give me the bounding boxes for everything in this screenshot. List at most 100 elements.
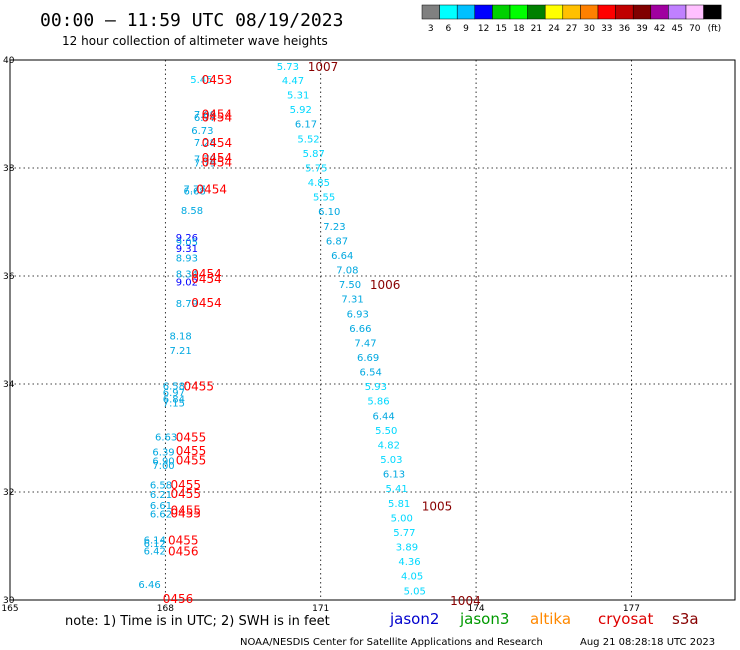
swh-value-label: 6.58 (163, 382, 185, 393)
swh-value-label: 6.68 (183, 187, 205, 198)
swh-value-label: 7.77 (183, 185, 205, 196)
colorbar-swatch (632, 4, 652, 20)
colorbar-label: 39 (636, 24, 648, 34)
swh-value-label: 6.64 (331, 251, 353, 262)
time-label: 1007 (308, 60, 339, 74)
swh-value-label: 6.63 (155, 432, 177, 443)
swh-value-label: 5.81 (388, 499, 410, 510)
time-label: 0456 (168, 544, 199, 558)
time-label: 0454 (202, 136, 233, 150)
swh-value-label: 5.00 (391, 513, 413, 524)
swh-value-label: 6.73 (191, 126, 213, 137)
time-label: 0454 (202, 111, 233, 125)
swh-value-label: 8.58 (181, 206, 203, 217)
time-label: 0455 (183, 380, 214, 394)
swh-value-label: 5.86 (367, 397, 389, 408)
time-labels: 0453045404540454045404540454045404540454… (163, 60, 481, 608)
swh-value-label: 6.62 (150, 510, 172, 521)
y-tick-label: 36 (3, 272, 15, 282)
swh-value-label: 8.79 (176, 299, 198, 310)
x-axis-ticks: 165 168 171 174 177 (1, 604, 640, 614)
swh-value-label: 6.61 (150, 501, 172, 512)
swh-value-label: 6.17 (295, 120, 317, 131)
time-label: 0454 (191, 267, 222, 281)
swh-value-label: 5.50 (375, 426, 397, 437)
colorbar-label: 21 (531, 24, 542, 34)
swh-value-label: 5.41 (385, 484, 407, 495)
time-label: 0454 (202, 156, 233, 170)
time-label: 0455 (168, 534, 199, 548)
time-label: 1004 (450, 594, 481, 608)
swh-value-label: 6.66 (349, 324, 371, 335)
time-label: 0455 (176, 454, 207, 468)
satellite-legend-s3a: s3a (672, 610, 699, 628)
satellite-legend: jason2 jason3 altika cryosat s3a (389, 610, 699, 628)
y-tick-label: 34 (3, 380, 15, 390)
swh-value-label: 7.09 (194, 110, 216, 121)
swh-value-label: 5.52 (297, 134, 319, 145)
x-tick-label: 177 (623, 604, 640, 614)
swh-value-label: 5.93 (365, 382, 387, 393)
time-label: 0455 (176, 430, 207, 444)
swh-value-label: 7.79 (194, 154, 216, 165)
satellite-legend-jason2: jason2 (389, 610, 439, 628)
colorbar-label: 15 (495, 24, 506, 34)
satellite-legend-jason3: jason3 (459, 610, 509, 628)
swh-value-label: 6.39 (152, 448, 174, 459)
colorbar-label: 3 (428, 24, 434, 34)
colorbar-swatch (474, 4, 493, 20)
colorbar-label: 30 (583, 24, 595, 34)
swh-value-label: 6.54 (360, 368, 382, 379)
colorbar-swatch (562, 4, 581, 20)
swh-value-label: 9.31 (176, 244, 198, 255)
swh-value-label: 7.08 (336, 266, 358, 277)
x-tick-label: 174 (467, 604, 484, 614)
swh-value-label: 5.45 (190, 75, 212, 86)
swh-value-label: 7.15 (163, 398, 185, 409)
swh-value-label: 8.93 (176, 254, 198, 265)
colorbar-label: 42 (654, 24, 665, 34)
swh-value-label: 6.84 (163, 395, 185, 406)
swh-value-label: 6.97 (163, 388, 185, 399)
swh-value-label: 7.21 (170, 346, 192, 357)
footer-note: note: 1) Time is in UTC; 2) SWH is in fe… (65, 614, 330, 629)
colorbar-label: 33 (601, 24, 612, 34)
x-tick-label: 168 (157, 604, 174, 614)
time-label: 0453 (202, 73, 233, 87)
swh-points: 5.45 7.096.77 6.737.28 7.797.79 7.776.68 8.58… (138, 62, 425, 597)
swh-value-label: 9.05 (176, 237, 198, 248)
colorbar-label: 12 (478, 24, 489, 34)
x-tick-label: 171 (312, 604, 329, 614)
time-label: 0454 (196, 183, 227, 197)
time-label: 1006 (370, 278, 401, 292)
footer-credit: NOAA/NESDIS Center for Satellite Applica… (240, 637, 543, 648)
swh-value-label: 4.85 (308, 178, 330, 189)
colorbar-swatch (580, 4, 599, 20)
swh-value-label: 6.58 (150, 480, 172, 491)
y-tick-label: 38 (3, 164, 15, 174)
colorbar-swatch (544, 4, 564, 20)
swh-value-label: 8.34 (176, 269, 198, 280)
swh-value-label: 7.47 (354, 338, 376, 349)
swh-value-label: 6.10 (318, 207, 340, 218)
swh-value-label: 5.03 (380, 455, 402, 466)
colorbar-label: 36 (619, 24, 631, 34)
swh-value-label: 6.44 (373, 411, 395, 422)
swh-value-label: 6.69 (357, 353, 379, 364)
colorbar-swatch (685, 4, 704, 20)
swh-value-label: 5.77 (393, 528, 415, 539)
swh-value-label: 6.46 (138, 580, 160, 591)
swh-value-label: 7.50 (339, 280, 361, 291)
x-tick-label: 165 (1, 604, 18, 614)
swh-value-label: 6.13 (383, 470, 405, 481)
colorbar-swatch (597, 4, 616, 20)
colorbar-label: 70 (689, 24, 701, 34)
satellite-legend-altika: altika (530, 610, 571, 628)
swh-value-label: 6.93 (347, 309, 369, 320)
time-label: 0455 (176, 444, 207, 458)
swh-value-label: 3.89 (396, 543, 418, 554)
swh-value-label: 5.92 (290, 105, 312, 116)
swh-value-label: 7.31 (341, 295, 363, 306)
swh-value-label: 5.73 (277, 62, 299, 73)
y-tick-label: 30 (3, 596, 15, 606)
